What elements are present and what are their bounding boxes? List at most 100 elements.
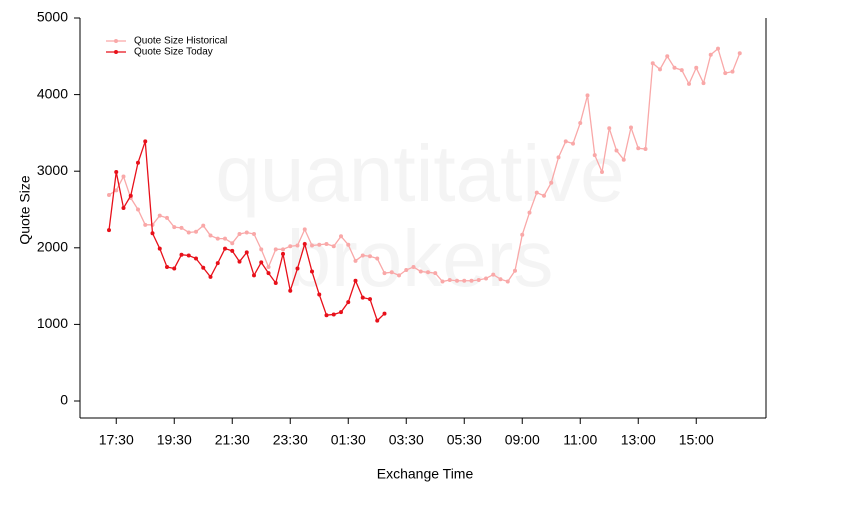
- data-point: [484, 276, 488, 281]
- y-tick-label: 4000: [37, 85, 68, 101]
- series: [107, 139, 387, 323]
- data-point: [621, 157, 626, 162]
- data-point: [737, 51, 742, 56]
- watermark-text: quantitative: [215, 129, 624, 218]
- x-tick-label: 09:00: [505, 432, 540, 448]
- data-point: [716, 46, 720, 51]
- data-point: [687, 81, 691, 86]
- data-point: [353, 278, 358, 283]
- data-point: [302, 241, 307, 246]
- data-point: [252, 232, 256, 237]
- data-point: [194, 229, 198, 234]
- data-point: [498, 277, 503, 282]
- data-point: [143, 139, 148, 144]
- y-tick-label: 1000: [37, 315, 68, 331]
- data-point: [157, 246, 162, 251]
- data-point: [244, 230, 249, 235]
- data-point: [317, 242, 322, 247]
- data-point: [658, 67, 662, 72]
- x-tick-label: 15:00: [679, 432, 714, 448]
- data-point: [614, 148, 619, 153]
- data-point: [629, 125, 633, 130]
- data-point: [433, 271, 438, 276]
- data-point: [592, 153, 597, 158]
- data-point: [237, 232, 242, 237]
- legend-label: Quote Size Today: [134, 47, 213, 58]
- data-point: [310, 243, 314, 248]
- x-tick-label: 13:00: [621, 432, 656, 448]
- data-point: [324, 241, 329, 246]
- data-point: [708, 52, 713, 57]
- data-point: [128, 193, 133, 198]
- data-point: [447, 277, 452, 282]
- data-point: [223, 246, 227, 251]
- data-point: [194, 256, 198, 261]
- data-point: [578, 120, 583, 125]
- x-tick-label: 11:00: [563, 432, 597, 448]
- data-point: [549, 180, 554, 185]
- data-point: [534, 190, 539, 195]
- data-point: [201, 223, 206, 228]
- data-point: [273, 281, 278, 286]
- data-point: [440, 279, 445, 284]
- data-point: [259, 260, 264, 265]
- data-point: [426, 270, 430, 275]
- data-point: [694, 65, 699, 70]
- y-tick-label: 3000: [37, 162, 68, 178]
- data-point: [114, 169, 119, 174]
- x-tick-label: 23:30: [273, 432, 308, 448]
- data-point: [295, 266, 300, 271]
- data-point: [310, 269, 314, 274]
- series: [107, 46, 742, 284]
- data-point: [455, 278, 459, 283]
- data-point: [165, 264, 169, 269]
- data-point: [527, 210, 532, 215]
- data-point: [186, 230, 191, 235]
- data-point: [259, 247, 264, 252]
- data-point: [324, 313, 329, 318]
- data-point: [650, 61, 655, 66]
- data-point: [150, 231, 155, 236]
- data-point: [281, 251, 285, 256]
- data-point: [121, 205, 126, 210]
- data-point: [389, 270, 394, 275]
- data-point: [636, 146, 641, 151]
- watermark-text: brokers: [287, 214, 554, 303]
- data-point: [136, 160, 140, 165]
- x-tick-label: 05:30: [447, 432, 482, 448]
- data-point: [462, 278, 467, 283]
- x-tick-label: 01:30: [331, 432, 366, 448]
- data-point: [382, 271, 387, 276]
- data-point: [701, 81, 706, 86]
- data-point: [107, 192, 111, 197]
- data-point: [331, 312, 336, 317]
- data-point: [288, 244, 293, 249]
- data-point: [375, 256, 380, 261]
- data-point: [404, 268, 409, 273]
- data-point: [469, 278, 474, 283]
- data-point: [600, 169, 604, 174]
- data-point: [339, 310, 343, 315]
- data-point: [368, 254, 372, 259]
- x-tick-label: 21:30: [215, 432, 250, 448]
- data-point: [273, 247, 278, 252]
- data-point: [730, 69, 735, 74]
- data-point: [266, 271, 271, 276]
- data-point: [353, 258, 358, 263]
- data-point: [230, 241, 235, 246]
- data-point: [346, 300, 351, 305]
- data-point: [172, 225, 177, 230]
- data-point: [585, 93, 590, 98]
- data-point: [208, 274, 213, 279]
- data-point: [179, 225, 184, 230]
- data-point: [223, 236, 227, 241]
- data-point: [230, 248, 235, 253]
- data-point: [179, 252, 184, 257]
- legend-marker: [114, 39, 118, 43]
- data-point: [266, 264, 271, 269]
- data-point: [723, 71, 728, 76]
- data-point: [397, 273, 401, 278]
- data-point: [542, 193, 546, 198]
- y-tick-label: 2000: [37, 239, 68, 255]
- data-point: [491, 272, 496, 277]
